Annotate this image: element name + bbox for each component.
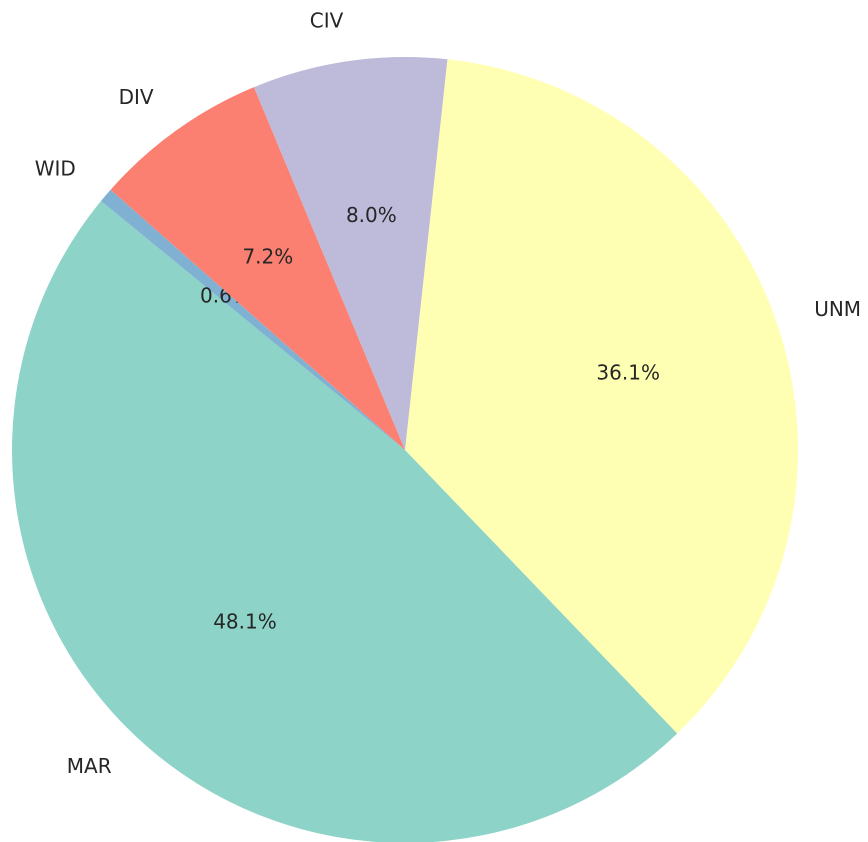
pie-slice [110, 87, 405, 451]
percent-label: 36.1% [596, 360, 660, 384]
slice-label: WID [35, 156, 76, 180]
percent-label: 7.2% [242, 245, 293, 269]
percent-label: 8.0% [346, 203, 397, 227]
slice-label: MAR [67, 754, 112, 778]
slice-label: UNM [814, 297, 861, 321]
pie-slice [405, 59, 798, 734]
pie-slice [12, 200, 678, 842]
pie-slice [253, 56, 448, 450]
slice-label: DIV [119, 85, 154, 109]
percent-label: 48.1% [213, 610, 277, 634]
pie-slice [100, 189, 405, 450]
slice-label: CIV [310, 9, 344, 33]
